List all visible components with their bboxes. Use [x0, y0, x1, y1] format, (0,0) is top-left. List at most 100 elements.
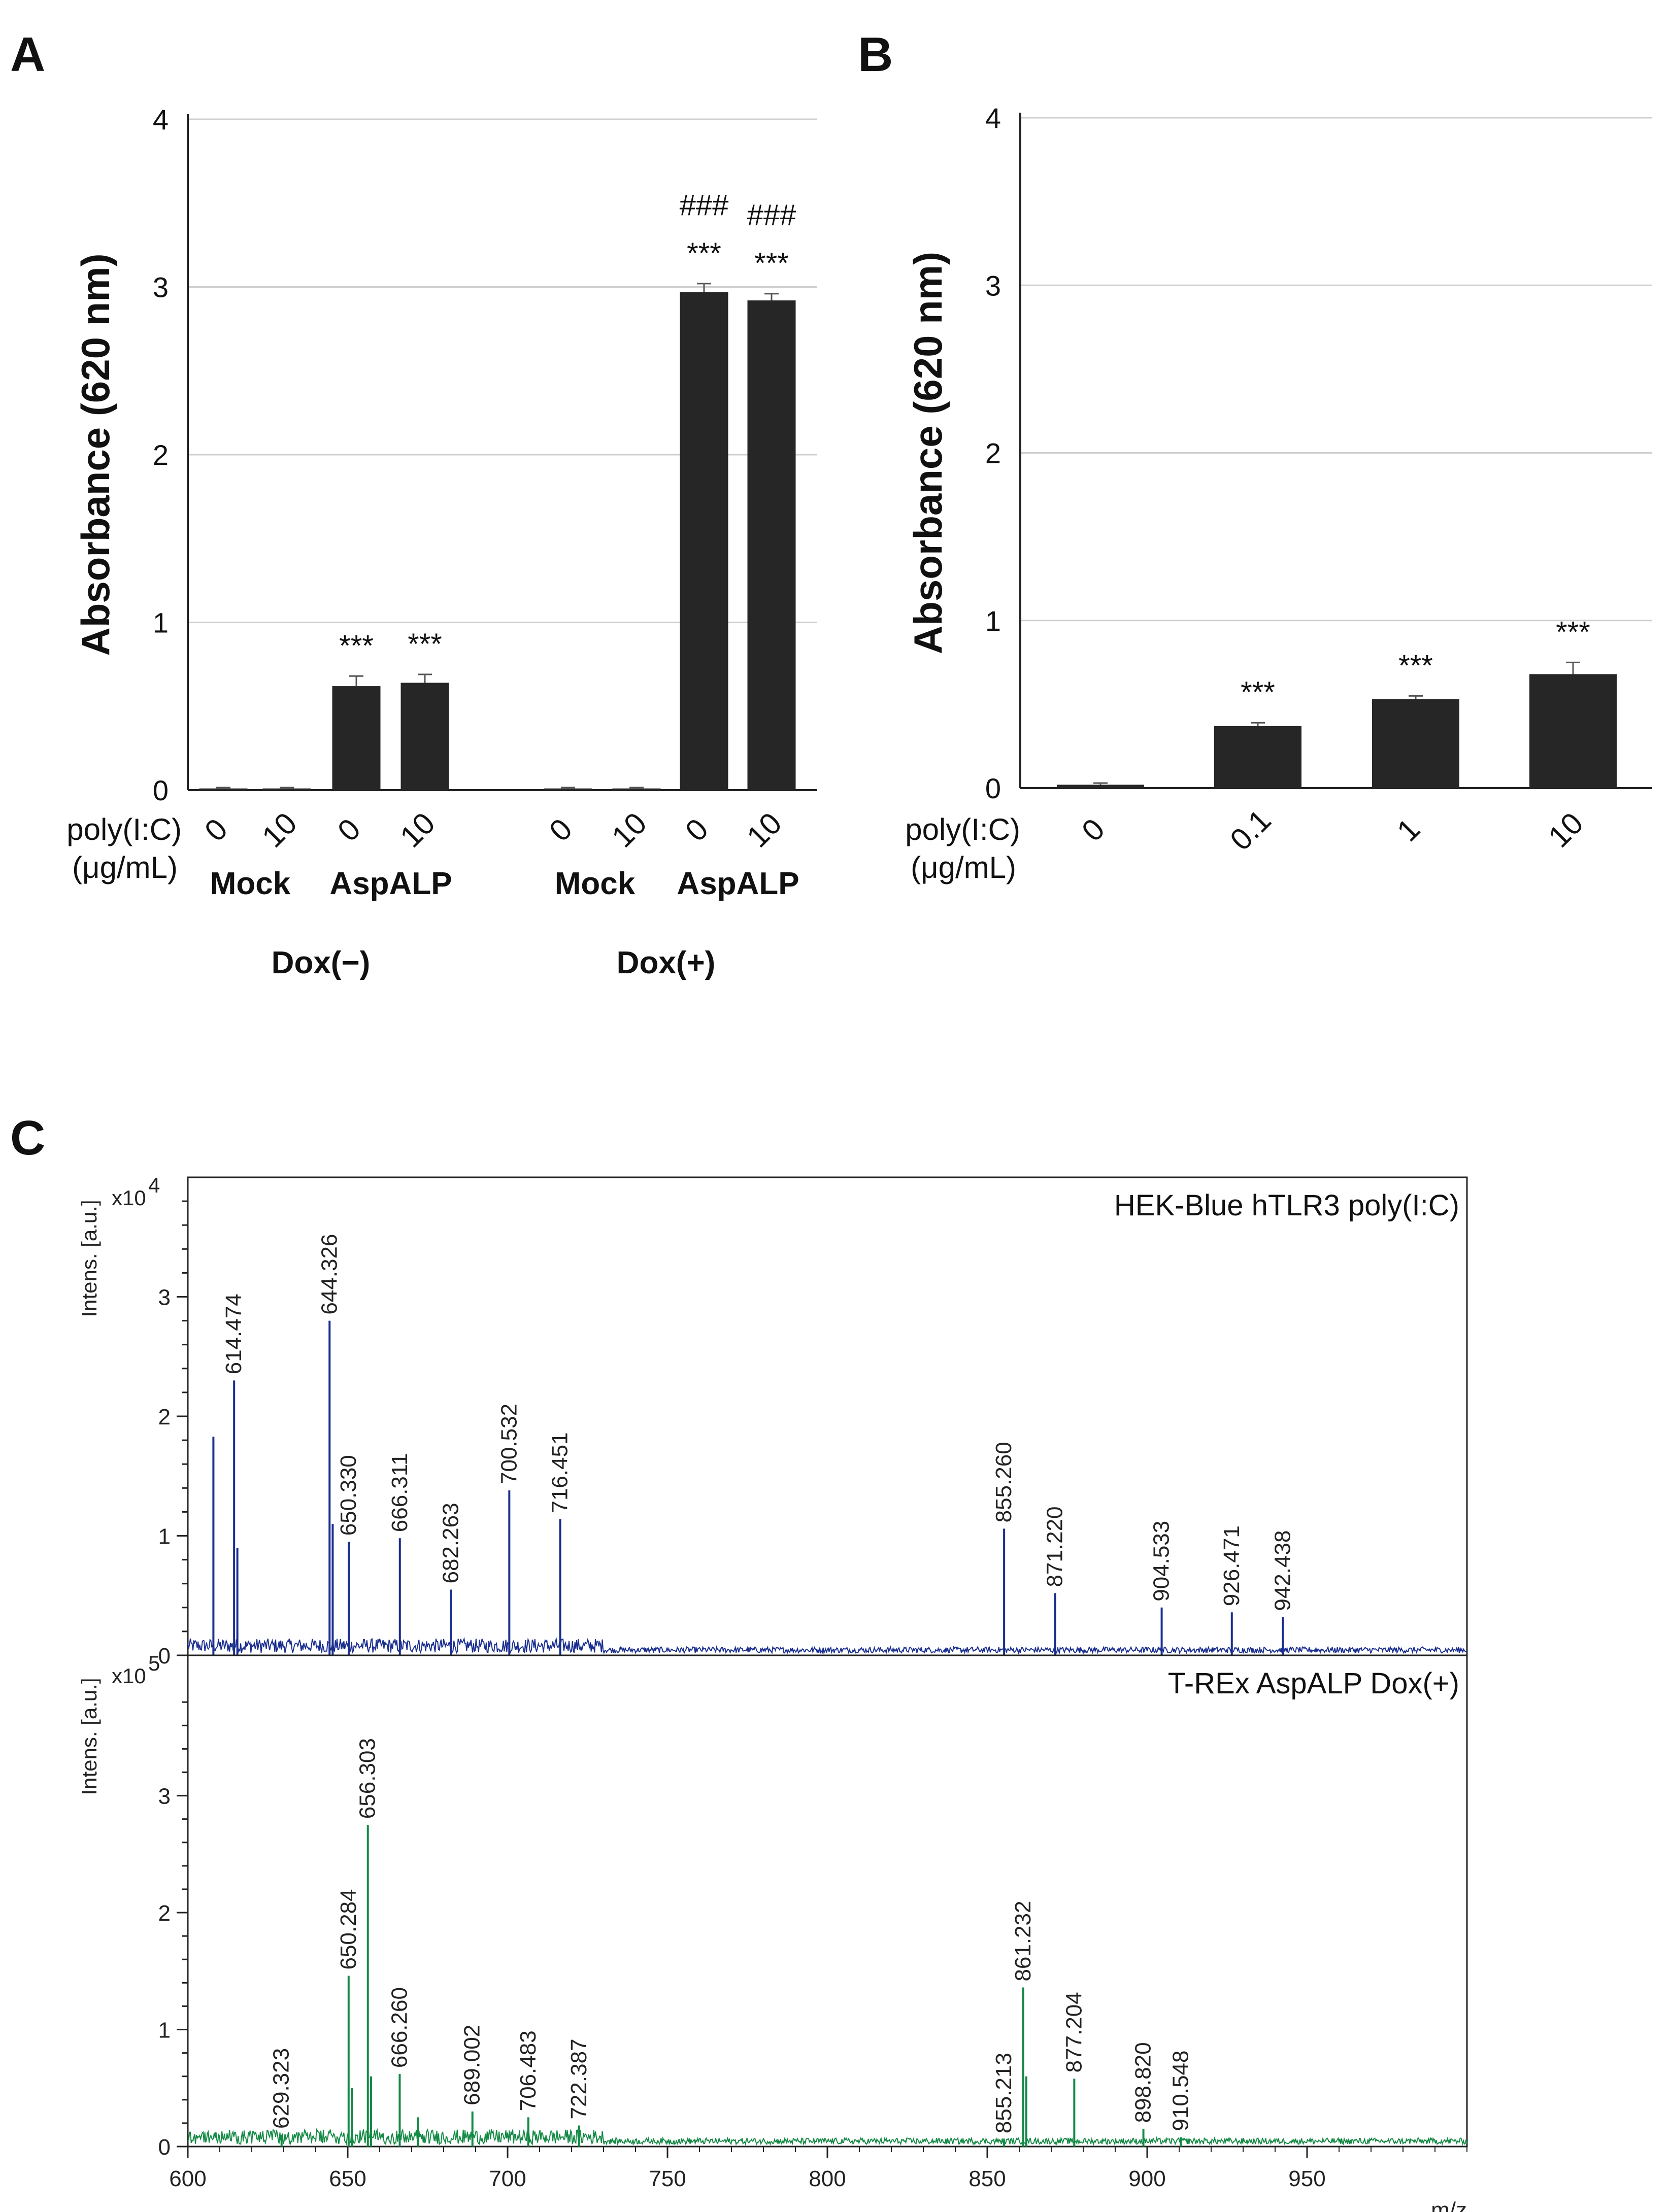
plot-frame — [187, 1654, 1468, 2148]
bar — [1214, 726, 1301, 788]
x-tick-label: 0 — [198, 812, 234, 848]
y-tick-label: 0 — [985, 772, 1001, 804]
subgroup-label: AspALP — [329, 866, 452, 901]
x-tick-label: 600 — [169, 2166, 206, 2191]
peak-label: 942.438 — [1270, 1530, 1295, 1611]
y-tick-label: 3 — [985, 269, 1001, 301]
x-tick-label: 10 — [255, 806, 304, 854]
y-tick-label: 4 — [985, 102, 1001, 134]
y-tick-label: 0 — [158, 2135, 171, 2160]
y-tick-label: 4 — [153, 104, 169, 135]
y-axis-label: Absorbance (620 nm) — [906, 252, 950, 654]
x-tick-label: 850 — [968, 2166, 1006, 2191]
significance-label: *** — [339, 629, 374, 662]
x-tick-label: 950 — [1288, 2166, 1325, 2191]
significance-label: *** — [1398, 649, 1433, 682]
peak-label: 689.002 — [460, 2025, 485, 2105]
bar — [747, 300, 796, 790]
peak-label: 700.532 — [496, 1404, 521, 1484]
y-scale-label: x10 — [112, 1186, 146, 1210]
significance-label: ### — [747, 199, 796, 232]
peak-label: 855.260 — [991, 1442, 1016, 1522]
peak-label: 644.326 — [317, 1234, 342, 1315]
bar — [544, 788, 592, 790]
x-tick-label: 0 — [543, 812, 579, 848]
peak-label: 614.474 — [221, 1294, 246, 1374]
peak-label: 650.284 — [336, 1889, 361, 1969]
x-tick-label: 0 — [331, 812, 367, 848]
x-tick-label: 0.1 — [1223, 803, 1277, 857]
y-scale-label: x10 — [112, 1664, 146, 1688]
bar — [262, 788, 311, 790]
bar — [612, 788, 661, 790]
y-axis-label: Intens. [a.u.] — [77, 1678, 101, 1795]
significance-label: *** — [687, 237, 721, 270]
peak-label: 666.311 — [387, 1453, 412, 1532]
x-tick-label: 10 — [1542, 806, 1590, 854]
peak-label: 861.232 — [1011, 1900, 1036, 1981]
significance-label: ### — [680, 189, 729, 222]
peak-label: 871.220 — [1043, 1506, 1067, 1587]
bar — [199, 788, 248, 790]
y-scale-exponent: 5 — [148, 1651, 160, 1675]
peak-label: 650.330 — [336, 1455, 361, 1536]
y-tick-label: 1 — [158, 1524, 171, 1549]
group-label: Dox(+) — [617, 945, 716, 980]
panel-c-letter: C — [10, 1111, 45, 1165]
subgroup-label: Mock — [555, 866, 636, 901]
bar — [332, 686, 381, 790]
peak-label: 910.548 — [1168, 2050, 1193, 2131]
peak-label: 656.303 — [355, 1738, 380, 1819]
panel-b-chart: 0 1 2 3 4 Absorbance (620 nm) 0 *** 0.1 *** 1 *** 10… — [905, 102, 1652, 884]
row-label: poly(I:C) — [66, 812, 182, 846]
row-label-unit: (μg/mL) — [72, 850, 178, 884]
spectrum-trace — [187, 1637, 1467, 1655]
peak-label: 666.260 — [387, 1987, 412, 2068]
subgroup-label: AspALP — [677, 866, 799, 901]
significance-label: *** — [754, 247, 789, 280]
x-tick-label: 900 — [1128, 2166, 1165, 2191]
peak-label: 904.533 — [1149, 1521, 1174, 1602]
spectrum-trace — [187, 2128, 1467, 2147]
y-tick-label: 3 — [158, 1784, 171, 1809]
significance-label: *** — [1241, 676, 1275, 709]
x-tick-label: 650 — [329, 2166, 366, 2191]
y-axis-label: Absorbance (620 nm) — [73, 253, 118, 656]
x-axis-label: m/z — [1431, 2198, 1467, 2212]
peak-label: 722.387 — [566, 2038, 591, 2119]
x-tick-label: 0 — [679, 812, 715, 848]
y-tick-label: 0 — [153, 774, 169, 806]
group-label: Dox(−) — [272, 945, 371, 980]
y-tick-label: 2 — [158, 1901, 171, 1926]
subgroup-label: Mock — [210, 866, 291, 901]
y-tick-label: 2 — [985, 437, 1001, 469]
x-tick-label: 10 — [393, 806, 442, 854]
x-tick-label: 800 — [809, 2166, 846, 2191]
row-label: poly(I:C) — [905, 812, 1020, 846]
x-tick-label: 10 — [740, 806, 788, 854]
panel-a-letter: A — [10, 27, 45, 82]
x-tick-label: 10 — [605, 806, 653, 854]
significance-label: *** — [1556, 616, 1590, 649]
y-tick-label: 1 — [153, 607, 169, 639]
peak-label: 629.323 — [269, 2048, 294, 2129]
bar — [1372, 699, 1459, 788]
peak-label: 898.820 — [1131, 2042, 1156, 2123]
bar — [680, 292, 728, 790]
x-tick-label: 0 — [1075, 812, 1111, 848]
y-tick-label: 2 — [153, 439, 169, 471]
significance-label: *** — [408, 628, 442, 661]
y-tick-label: 1 — [985, 605, 1001, 637]
y-tick-label: 3 — [153, 271, 169, 303]
y-tick-label: 1 — [158, 2018, 171, 2043]
spectrum-title: HEK-Blue hTLR3 poly(I:C) — [1114, 1189, 1459, 1222]
bar — [1529, 674, 1617, 788]
y-tick-label: 2 — [158, 1405, 171, 1430]
x-tick-label: 1 — [1390, 812, 1426, 848]
y-axis-label: Intens. [a.u.] — [77, 1200, 101, 1317]
bar — [1057, 785, 1144, 788]
panel-a-chart: 0 1 2 3 4 Absorbance (620 nm) 0 10 *** 0 *** 10 0 10 *… — [66, 104, 817, 980]
